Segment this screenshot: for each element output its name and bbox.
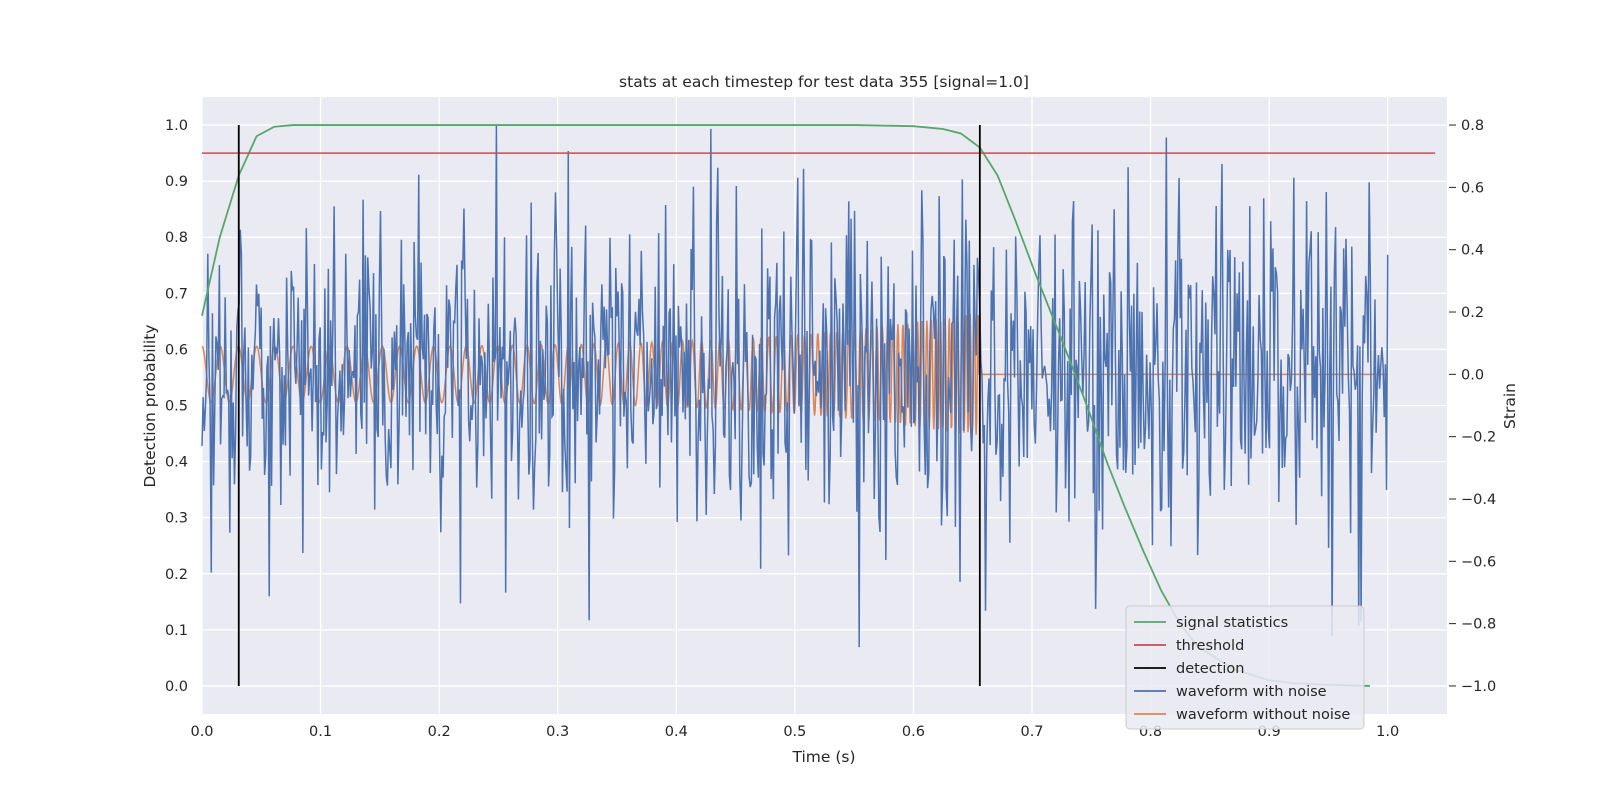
y-tick-label: 0.9 xyxy=(165,174,188,190)
y-axis-left: 0.0 0.1 0.2 0.3 0.4 0.5 0.6 0.7 0.8 0.9 1.0 xyxy=(165,118,188,695)
y-tick-label: 0.1 xyxy=(165,623,188,639)
y-tick-label: 0.6 xyxy=(165,342,188,358)
legend-label: waveform without noise xyxy=(1176,707,1350,723)
y-tick-label: 0.2 xyxy=(165,567,188,583)
x-tick-label: 0.0 xyxy=(190,724,213,740)
series-detection xyxy=(237,125,981,686)
y2-tick-label: −0.4 xyxy=(1461,492,1496,508)
y-axis-label: Detection probability xyxy=(141,325,159,488)
x-tick-label: 1.0 xyxy=(1376,724,1399,740)
y-axis-right: −1.0 −0.8 −0.6 −0.4 −0.2 0.0 0.2 0.4 0.6 0.8 xyxy=(1449,118,1496,695)
x-tick-label: 0.4 xyxy=(665,724,688,740)
x-tick-label: 0.3 xyxy=(546,724,569,740)
legend-label: signal statistics xyxy=(1176,615,1288,631)
y-tick-label: 0.8 xyxy=(165,230,188,246)
y2-tick-label: 0.0 xyxy=(1461,367,1484,383)
y2-tick-label: −0.6 xyxy=(1461,554,1496,570)
chart-title: stats at each timestep for test data 355… xyxy=(619,73,1029,91)
y2-tick-label: −0.2 xyxy=(1461,430,1496,446)
x-tick-label: 0.2 xyxy=(428,724,451,740)
legend-box xyxy=(1125,605,1365,730)
y-tick-label: 0.7 xyxy=(165,286,188,302)
legend: signal statistics threshold detection wavef… xyxy=(1125,605,1365,730)
y2-tick-label: 0.4 xyxy=(1461,243,1484,259)
series-waveform-with-noise xyxy=(201,125,1389,648)
x-tick-label: 0.6 xyxy=(902,724,925,740)
y-tick-label: 0.0 xyxy=(165,679,188,695)
x-tick-label: 0.7 xyxy=(1020,724,1043,740)
x-tick-label: 0.5 xyxy=(783,724,806,740)
y2-axis-label: Strain xyxy=(1501,383,1519,429)
y2-tick-label: 0.2 xyxy=(1461,305,1484,321)
legend-label: detection xyxy=(1176,661,1244,677)
y-tick-label: 0.5 xyxy=(165,399,188,415)
y2-tick-label: 0.6 xyxy=(1461,180,1484,196)
x-axis-label: Time (s) xyxy=(791,748,855,766)
x-tick-label: 0.1 xyxy=(309,724,332,740)
y2-tick-label: −0.8 xyxy=(1461,617,1496,633)
y2-tick-label: 0.8 xyxy=(1461,118,1484,134)
y-tick-label: 0.3 xyxy=(165,511,188,527)
legend-label: waveform with noise xyxy=(1176,684,1327,700)
y-tick-label: 1.0 xyxy=(165,118,188,134)
y-tick-label: 0.4 xyxy=(165,455,188,471)
legend-label: threshold xyxy=(1176,638,1244,654)
y2-tick-label: −1.0 xyxy=(1461,679,1496,695)
